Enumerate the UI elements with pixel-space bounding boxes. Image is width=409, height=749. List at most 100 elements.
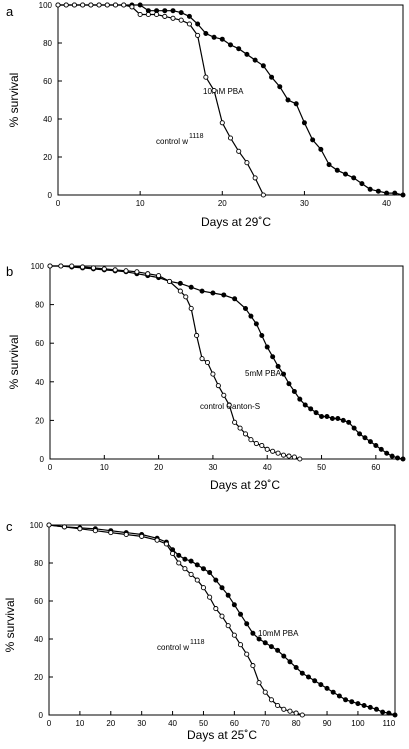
- data-point: [90, 265, 96, 271]
- x-tick-label: 0: [48, 463, 53, 472]
- data-point: [188, 305, 194, 312]
- series-label: control Canton-S: [200, 402, 260, 411]
- series-label: 5mM PBA: [245, 369, 282, 378]
- data-point: [264, 344, 270, 350]
- series-1: control Canton-S: [47, 263, 303, 462]
- data-point: [270, 448, 276, 454]
- y-axis-title: % survival: [3, 598, 17, 653]
- data-point: [112, 267, 118, 273]
- data-point: [46, 522, 52, 528]
- data-point: [324, 414, 330, 420]
- y-tick-label: 100: [30, 521, 44, 530]
- data-point: [281, 706, 287, 712]
- data-point: [343, 697, 349, 703]
- series-label-text: 10mM PBA: [203, 87, 244, 96]
- data-point: [232, 296, 238, 302]
- data-point: [253, 321, 259, 327]
- data-point: [162, 13, 168, 19]
- data-point: [207, 570, 213, 576]
- data-point: [264, 446, 270, 452]
- data-point: [121, 2, 127, 8]
- data-point: [287, 659, 293, 665]
- data-point: [286, 381, 292, 387]
- panel-b: b 0 20 40 60 80 100 0 10 20 30 40 50 60 % survival Days…: [6, 262, 406, 492]
- data-point: [318, 146, 324, 152]
- data-point: [177, 288, 183, 294]
- data-point: [359, 181, 365, 187]
- data-point: [259, 442, 265, 449]
- data-point: [219, 585, 225, 591]
- x-tick-label: 0: [56, 199, 61, 208]
- data-point: [156, 273, 162, 279]
- data-point: [227, 135, 234, 141]
- data-point: [310, 137, 316, 143]
- data-point: [123, 531, 129, 538]
- data-point: [248, 437, 254, 443]
- data-point: [357, 431, 363, 437]
- data-point: [334, 167, 340, 173]
- series-label-text: control w: [156, 137, 188, 146]
- data-point: [389, 453, 395, 459]
- data-point: [199, 288, 205, 294]
- data-point: [262, 640, 268, 646]
- data-point: [351, 425, 357, 431]
- series-1: control w1118: [46, 522, 305, 718]
- data-point: [250, 630, 256, 636]
- data-point: [203, 74, 209, 80]
- plot-frame: [49, 265, 404, 460]
- data-point: [248, 313, 254, 319]
- data-point: [166, 278, 173, 284]
- y-tick-label: 80: [35, 301, 44, 310]
- panel-c: c 0 20 40 60 80 100 0 10 20 30 40 50 60 70 80 90 100 110 % …: [3, 519, 398, 742]
- x-axis-title: Days at 29˚C: [210, 478, 280, 492]
- data-point: [262, 689, 268, 695]
- data-point: [145, 11, 151, 18]
- data-point: [373, 442, 379, 448]
- series-1: control w1118: [55, 2, 266, 198]
- data-point: [207, 594, 213, 600]
- series-0: 10mM PBA: [46, 522, 398, 718]
- data-point: [129, 4, 135, 10]
- data-point: [340, 417, 346, 423]
- data-point: [384, 450, 390, 456]
- data-point: [252, 175, 258, 181]
- data-point: [305, 674, 311, 680]
- data-point: [367, 186, 373, 192]
- y-tick-label: 80: [34, 559, 43, 568]
- data-point: [225, 592, 231, 598]
- data-point: [104, 2, 110, 8]
- y-tick-label: 20: [34, 673, 43, 682]
- data-point: [137, 2, 143, 8]
- data-point: [176, 560, 182, 566]
- data-point: [213, 577, 219, 583]
- x-tick-label: 20: [218, 199, 227, 208]
- y-tick-label: 40: [35, 378, 44, 387]
- data-point: [238, 611, 244, 617]
- data-point: [108, 530, 114, 536]
- data-point: [177, 280, 183, 286]
- data-point: [154, 11, 160, 18]
- y-tick-label: 0: [40, 455, 45, 464]
- x-tick-label: 50: [199, 719, 208, 728]
- x-tick-label: 50: [317, 463, 326, 472]
- data-point: [221, 292, 227, 298]
- data-point: [225, 623, 231, 629]
- data-point: [134, 269, 140, 275]
- data-point: [384, 190, 390, 196]
- data-point: [392, 712, 398, 718]
- data-point: [349, 699, 355, 705]
- x-axis-title: Days at 29˚C: [201, 215, 271, 229]
- data-point: [392, 190, 398, 196]
- data-point: [308, 406, 314, 412]
- data-point: [237, 642, 244, 648]
- data-point: [256, 636, 262, 642]
- data-point: [237, 425, 243, 431]
- data-point: [61, 524, 67, 530]
- x-tick-label: 10: [100, 463, 109, 472]
- data-point: [227, 42, 233, 48]
- data-point: [380, 709, 386, 715]
- data-point: [293, 710, 299, 716]
- data-point: [313, 410, 319, 416]
- x-tick-label: 70: [261, 719, 270, 728]
- data-point: [330, 689, 336, 695]
